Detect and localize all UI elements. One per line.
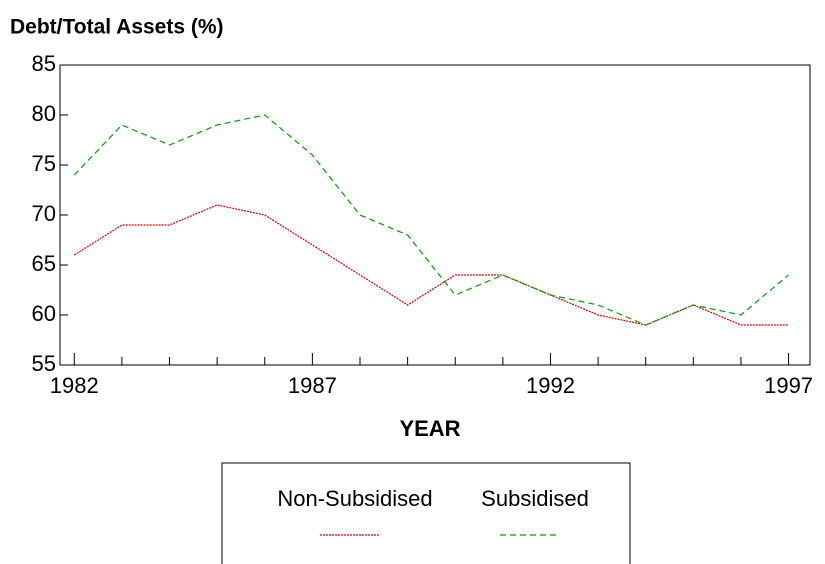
y-tick-label: 70	[32, 201, 56, 226]
x-tick-label: 1987	[288, 373, 337, 398]
legend-box	[221, 462, 631, 564]
y-tick-label: 60	[32, 301, 56, 326]
y-tick-label: 80	[32, 101, 56, 126]
x-tick-label: 1997	[764, 373, 813, 398]
x-tick-label: 1992	[526, 373, 575, 398]
plot-frame	[59, 64, 811, 366]
x-tick-label: 1982	[50, 373, 99, 398]
x-axis-label: YEAR	[399, 416, 460, 441]
legend-label: Subsidised	[481, 486, 589, 511]
series-line	[73, 204, 789, 326]
y-tick-label: 85	[32, 51, 56, 76]
chart-title: Debt/Total Assets (%)	[10, 16, 224, 39]
legend-label: Non-Subsidised	[277, 486, 432, 511]
y-tick-label: 75	[32, 151, 56, 176]
y-tick-label: 55	[32, 351, 56, 376]
y-tick-label: 65	[32, 251, 56, 276]
series-line	[73, 114, 789, 326]
